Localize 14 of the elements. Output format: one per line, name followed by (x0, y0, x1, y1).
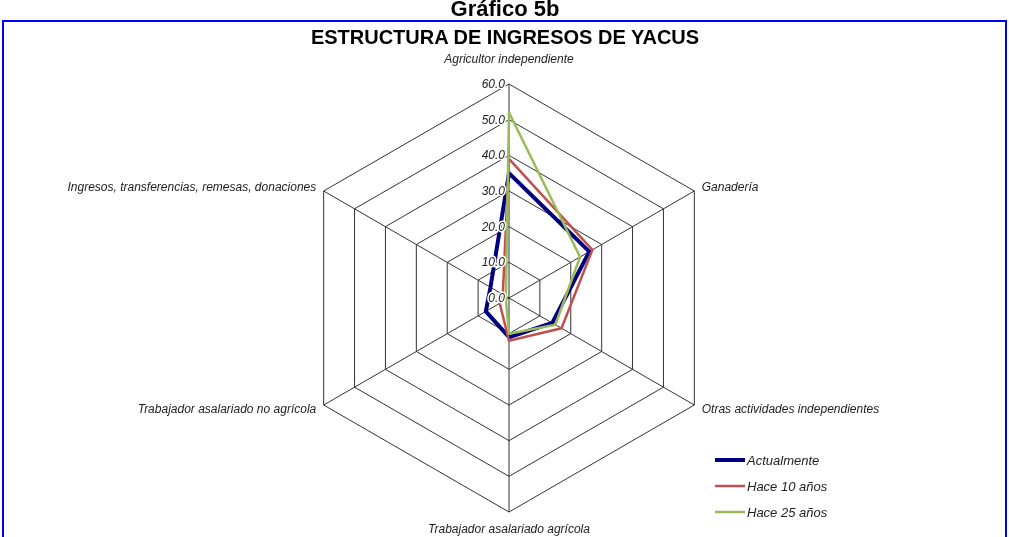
y-tick-label: 40.0 (481, 148, 506, 163)
legend-label: Hace 25 años (747, 505, 828, 520)
spoke-label: Trabajador asalariado no agrícola (137, 402, 317, 417)
y-tick-label: 50.0 (481, 112, 506, 127)
chart-title: Gráfico 5b (450, 0, 560, 21)
spoke-label: Trabajador asalariado agrícola (428, 521, 591, 536)
spoke-label: Ingresos, transferencias, remesas, donaciones (67, 179, 317, 194)
spoke-label: Otras actividades independientes (701, 402, 880, 417)
legend-label: Hace 10 años (747, 479, 828, 494)
y-tick-label: 60.0 (481, 77, 506, 91)
spoke-label: Agricultor independiente (443, 52, 575, 67)
chart-subtitle: ESTRUCTURA DE INGRESOS DE YACUS (310, 26, 700, 48)
spoke-label: Ganadería (701, 179, 759, 194)
legend-label: Actualmente (746, 453, 820, 468)
